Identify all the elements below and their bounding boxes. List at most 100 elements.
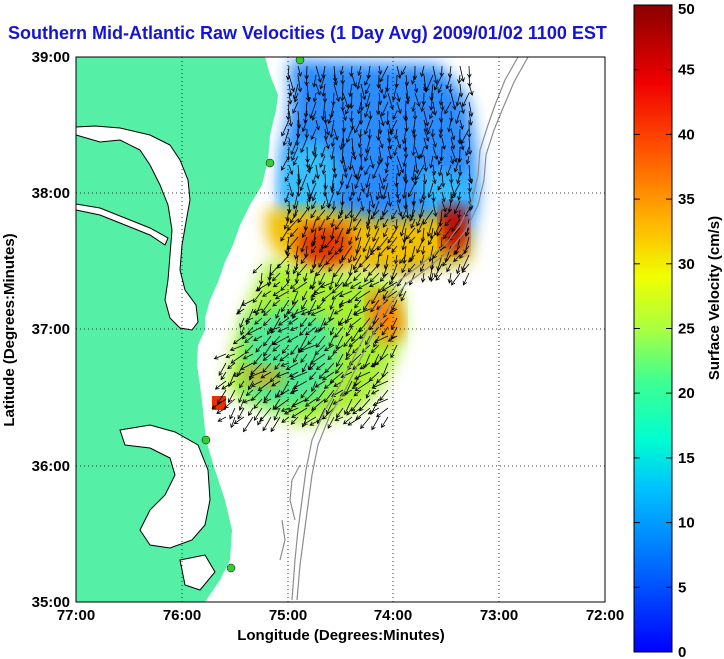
- velocity-arrow: [459, 65, 465, 83]
- velocity-arrow: [391, 245, 398, 254]
- velocity-arrow: [280, 227, 290, 242]
- velocity-arrow: [447, 119, 452, 133]
- velocity-arrow: [279, 353, 290, 362]
- velocity-arrow: [443, 209, 452, 218]
- velocity-arrow: [342, 416, 353, 425]
- velocity-arrow: [262, 290, 272, 297]
- velocity-arrow: [343, 335, 353, 348]
- velocity-arrow: [360, 416, 371, 430]
- velocity-arrow: [354, 380, 371, 392]
- velocity-arrow: [323, 389, 335, 403]
- velocity-arrow: [229, 344, 245, 352]
- velocity-arrow: [320, 101, 326, 121]
- velocity-arrow: [323, 128, 329, 141]
- velocity-arrow: [310, 308, 326, 316]
- velocity-arrow: [401, 182, 407, 200]
- velocity-arrow: [453, 245, 461, 256]
- velocity-arrow: [438, 164, 443, 177]
- velocity-arrow: [239, 317, 245, 329]
- velocity-arrow: [391, 317, 398, 330]
- velocity-arrow: [408, 236, 416, 244]
- velocity-arrow: [440, 173, 446, 188]
- velocity-arrow: [378, 83, 384, 94]
- velocity-arrow: [372, 398, 389, 407]
- velocity-arrow: [435, 272, 443, 281]
- velocity-arrow: [276, 254, 290, 269]
- velocity-arrow: [339, 173, 345, 186]
- velocity-arrow: [255, 281, 272, 292]
- velocity-arrow: [288, 182, 294, 198]
- velocity-arrow: [421, 183, 427, 201]
- velocity-arrow: [423, 128, 430, 142]
- velocity-arrow: [382, 218, 389, 228]
- velocity-arrow: [262, 308, 272, 317]
- velocity-arrow: [377, 65, 383, 76]
- velocity-arrow: [310, 290, 326, 298]
- velocity-arrow: [414, 146, 421, 160]
- velocity-arrow: [349, 65, 354, 78]
- velocity-arrow: [348, 317, 362, 328]
- velocity-arrow: [411, 137, 416, 157]
- radar-site-marker: [201, 435, 211, 445]
- velocity-arrow: [328, 335, 335, 348]
- velocity-arrow: [216, 407, 227, 414]
- velocity-arrow: [387, 137, 393, 150]
- velocity-arrow: [366, 218, 371, 230]
- velocity-arrow: [429, 155, 434, 169]
- velocity-arrow: [368, 371, 380, 382]
- velocity-arrow: [393, 146, 398, 156]
- velocity-arrow: [272, 299, 281, 307]
- velocity-arrow: [451, 218, 461, 233]
- velocity-arrow: [432, 200, 438, 218]
- velocity-arrow: [428, 263, 434, 281]
- velocity-arrow: [434, 263, 443, 278]
- velocity-arrow: [233, 416, 245, 425]
- velocity-arrow: [305, 200, 311, 212]
- velocity-arrow: [262, 335, 272, 347]
- velocity-arrow: [261, 299, 272, 314]
- velocity-arrow: [360, 200, 365, 212]
- colorbar-tick-label: 20: [678, 385, 695, 402]
- velocity-arrow: [331, 281, 344, 294]
- velocity-arrow: [420, 272, 426, 283]
- velocity-arrow: [214, 380, 227, 390]
- velocity-arrow: [331, 290, 344, 300]
- velocity-arrow: [444, 218, 452, 227]
- velocity-arrow: [289, 326, 299, 331]
- velocity-arrow: [434, 74, 443, 91]
- velocity-arrow: [362, 236, 371, 253]
- colorbar-tick-label: 50: [678, 1, 695, 18]
- velocity-arrow: [229, 407, 236, 420]
- velocity-arrow: [351, 380, 362, 390]
- velocity-arrow: [292, 263, 299, 275]
- velocity-arrow: [300, 236, 308, 253]
- velocity-arrow: [443, 227, 452, 240]
- velocity-arrow: [262, 398, 272, 404]
- velocity-arrow: [328, 263, 335, 273]
- velocity-arrow: [281, 155, 290, 171]
- velocity-arrow: [453, 200, 461, 215]
- velocity-arrow: [263, 389, 272, 402]
- velocity-arrow: [301, 119, 308, 133]
- velocity-arrow: [300, 308, 317, 316]
- velocity-arrow: [303, 245, 309, 259]
- velocity-arrow: [332, 344, 344, 354]
- velocity-arrow: [318, 371, 326, 380]
- velocity-arrow: [236, 308, 245, 315]
- velocity-arrow: [364, 74, 371, 86]
- velocity-arrow: [272, 281, 281, 288]
- velocity-arrow: [381, 101, 389, 117]
- velocity-arrow: [327, 416, 335, 429]
- velocity-arrow: [353, 389, 362, 397]
- velocity-arrow: [364, 137, 371, 154]
- velocity-arrow: [364, 146, 371, 162]
- velocity-arrow: [383, 173, 389, 183]
- velocity-arrow: [438, 128, 444, 139]
- velocity-arrow: [371, 290, 380, 305]
- velocity-arrow: [318, 245, 326, 254]
- velocity-arrow: [378, 146, 384, 163]
- velocity-arrow: [275, 389, 290, 398]
- velocity-arrow: [338, 299, 353, 306]
- velocity-arrow: [252, 290, 263, 304]
- velocity-arrow: [339, 65, 344, 76]
